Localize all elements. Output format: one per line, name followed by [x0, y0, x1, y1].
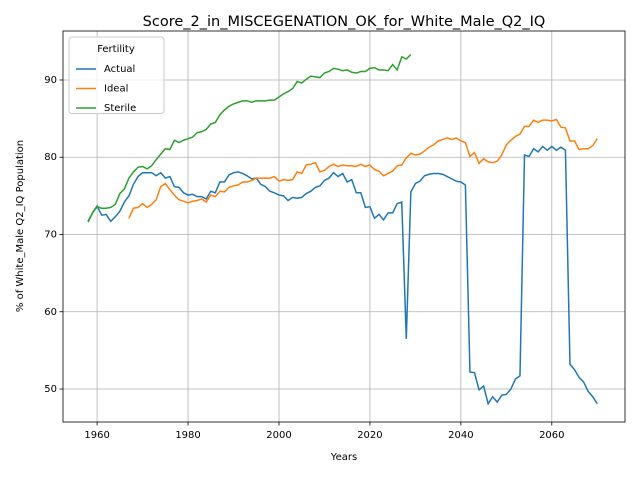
legend-label: Actual: [104, 64, 135, 75]
x-tick-label: 2060: [539, 430, 564, 441]
legend-box: [68, 36, 165, 114]
x-tick-label: 2000: [266, 430, 291, 441]
legend-label: Sterile: [104, 103, 136, 114]
plot-frame: [62, 30, 626, 423]
legend: Fertility Actual Ideal Sterile: [68, 36, 165, 114]
y-tick-label: 50: [44, 384, 57, 395]
y-tick-label: 70: [44, 229, 57, 240]
y-tick-label: 90: [44, 75, 57, 86]
line-series: [128, 118, 598, 219]
x-tick-label: 2040: [448, 430, 473, 441]
y-axis-label: % of White_Male Q2_IQ Population: [15, 140, 26, 312]
line-series: [87, 53, 412, 223]
x-tick-label: 2020: [357, 430, 382, 441]
y-tick-label: 80: [44, 152, 57, 163]
y-tick-label: 60: [44, 307, 57, 318]
legend-title: Fertility: [97, 44, 135, 55]
x-tick-label: 1960: [84, 430, 109, 441]
chart-title: Score_2_in_MISCEGENATION_OK_for_White_Ma…: [143, 14, 546, 30]
line-series: [87, 145, 598, 406]
legend-label: Ideal: [104, 84, 128, 95]
x-axis-label: Years: [330, 452, 357, 463]
x-tick-label: 1980: [175, 430, 200, 441]
